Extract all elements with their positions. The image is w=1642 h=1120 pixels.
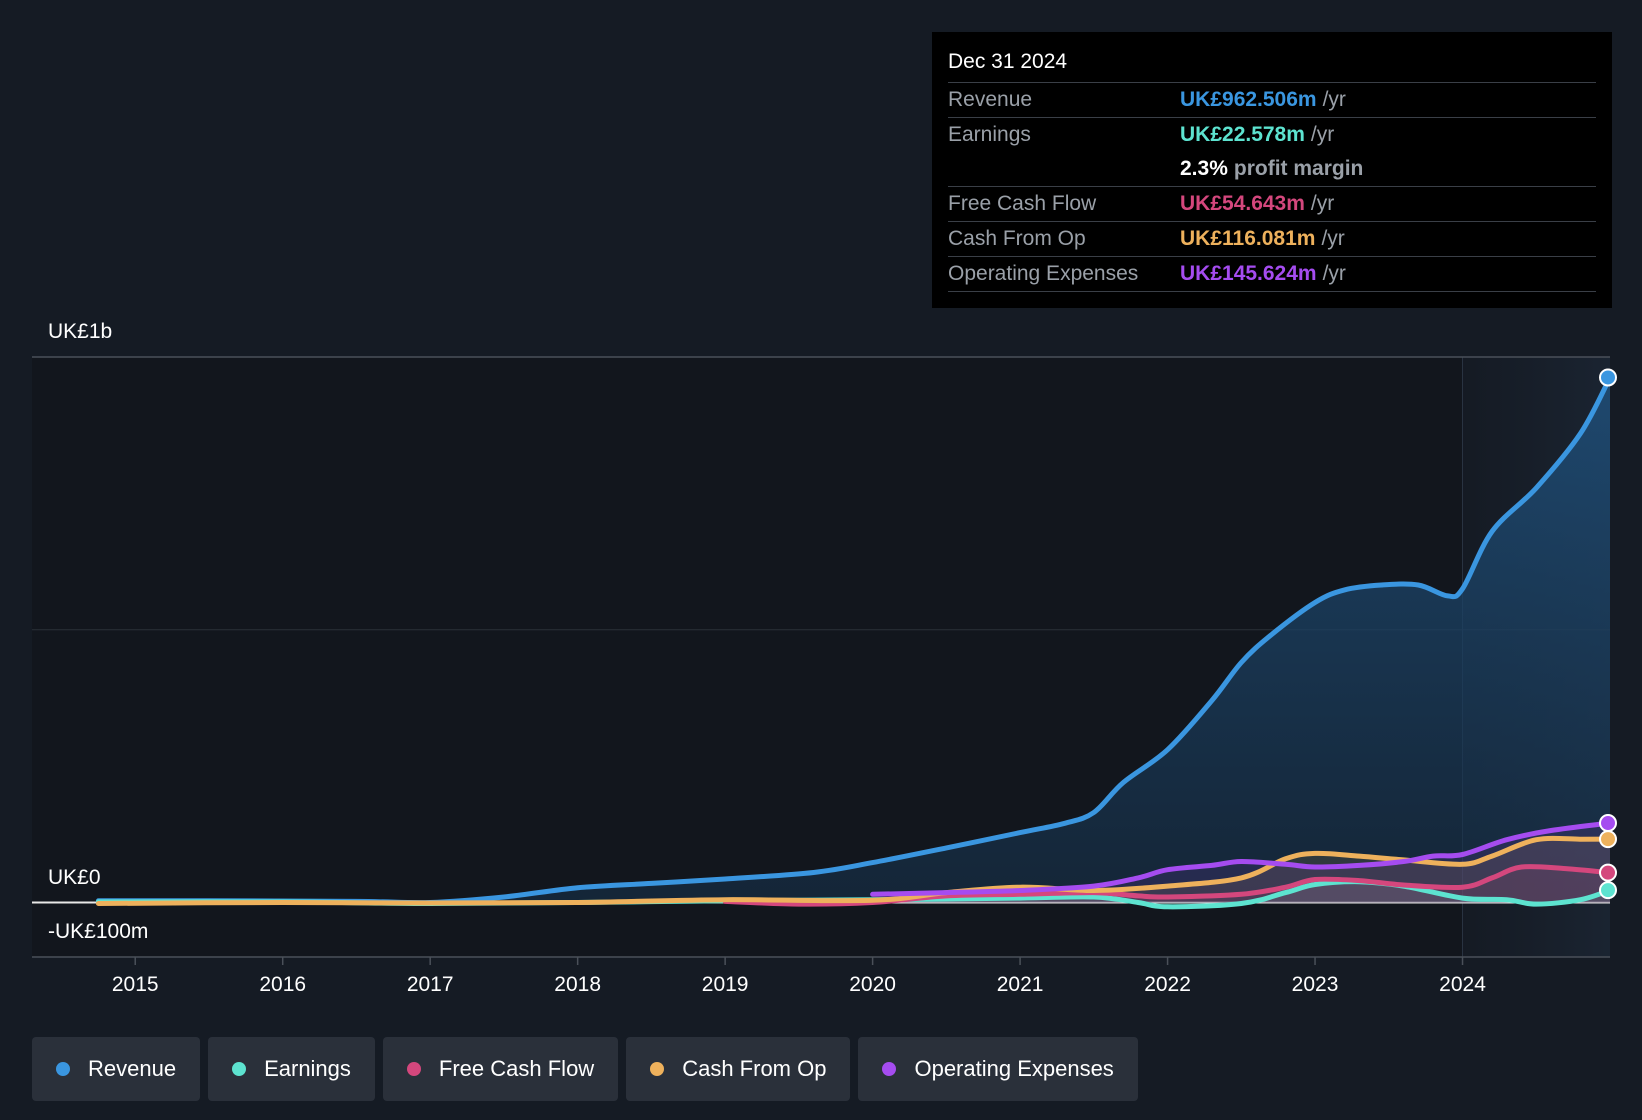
tooltip: Dec 31 2024 Revenue UK£962.506m /yr Earn… <box>932 32 1612 308</box>
endpoint-operating-expenses <box>1599 814 1617 833</box>
endpoint-revenue <box>1599 368 1617 387</box>
legend-dot-icon <box>406 1062 421 1076</box>
area-revenue <box>98 377 1610 903</box>
x-tick-label: 2022 <box>1144 973 1191 996</box>
tooltip-value: 2.3% <box>1180 157 1228 180</box>
tooltip-label: Earnings <box>948 123 1031 146</box>
tooltip-label: Revenue <box>948 88 1033 111</box>
tooltip-row-earnings: Earnings UK£22.578m /yr <box>948 118 1596 152</box>
legend-item-cash-from-op[interactable]: Cash From Op <box>626 1037 851 1101</box>
legend-item-operating-expenses[interactable]: Operating Expenses <box>858 1037 1138 1101</box>
x-tick-label: 2019 <box>702 973 749 996</box>
x-tick-label: 2021 <box>997 973 1044 996</box>
tooltip-row-margin: 2.3% profit margin <box>948 152 1596 187</box>
tooltip-value: UK£22.578m <box>1180 123 1305 146</box>
tooltip-value: UK£962.506m <box>1180 88 1317 111</box>
area-cash-from-op <box>98 838 1610 904</box>
y-label-bottom: -UK£100m <box>48 920 149 943</box>
legend-label: Earnings <box>264 1056 351 1081</box>
tooltip-unit: /yr <box>1310 192 1335 215</box>
line-operating-expenses <box>870 820 1613 897</box>
legend-item-earnings[interactable]: Earnings <box>208 1037 375 1101</box>
tooltip-label: Operating Expenses <box>948 262 1139 285</box>
chart: 2015 2016 2017 2018 2019 2020 2021 2022 2023 2024 <box>32 356 1617 996</box>
tooltip-value: UK£145.624m <box>1180 262 1317 285</box>
tooltip-row-revenue: Revenue UK£962.506m /yr <box>948 83 1596 118</box>
tooltip-unit: /yr <box>1322 262 1346 285</box>
tooltip-unit: /yr <box>1322 88 1346 111</box>
legend-dot-icon <box>232 1062 247 1076</box>
endpoint-cash-from-op <box>1599 830 1617 849</box>
legend-dot-icon <box>882 1062 897 1076</box>
tooltip-unit: /yr <box>1321 227 1345 250</box>
tooltip-label: Free Cash Flow <box>948 192 1097 215</box>
tooltip-row-cfo: Cash From Op UK£116.081m /yr <box>948 222 1596 257</box>
area-free-cash-flow <box>725 866 1610 905</box>
legend-label: Operating Expenses <box>914 1056 1114 1081</box>
tooltip-unit: /yr <box>1310 123 1335 146</box>
x-tick-label: 2023 <box>1292 973 1339 996</box>
legend-label: Cash From Op <box>682 1056 827 1081</box>
tooltip-unit: profit margin <box>1233 157 1364 180</box>
line-revenue <box>95 375 1613 906</box>
legend-dot-icon <box>56 1062 70 1076</box>
tooltip-row-fcf: Free Cash Flow UK£54.643m /yr <box>948 187 1596 222</box>
x-tick-label: 2018 <box>554 973 601 996</box>
x-tick-label: 2017 <box>407 973 454 996</box>
legend-label: Free Cash Flow <box>438 1056 595 1081</box>
x-tick-label: 2024 <box>1439 973 1486 996</box>
endpoint-free-cash-flow <box>1599 863 1617 882</box>
x-tick-label: 2016 <box>259 973 306 996</box>
tooltip-row-opex: Operating Expenses UK£145.624m /yr <box>948 257 1596 292</box>
legend-item-free-cash-flow[interactable]: Free Cash Flow <box>382 1037 619 1101</box>
x-tick-label: 2020 <box>849 973 896 996</box>
y-label-zero: UK£0 <box>48 866 101 889</box>
y-label-top: UK£1b <box>48 320 113 343</box>
legend: Revenue Earnings Free Cash Flow Cash Fro… <box>32 1037 1138 1101</box>
tooltip-label <box>948 152 1180 186</box>
legend-dot-icon <box>650 1062 665 1076</box>
endpoint-earnings <box>1599 881 1617 900</box>
legend-item-revenue[interactable]: Revenue <box>32 1037 201 1101</box>
line-cash-from-op <box>95 835 1613 906</box>
x-tick-label: 2015 <box>112 973 159 996</box>
tooltip-value: UK£54.643m <box>1180 192 1305 215</box>
tooltip-value: UK£116.081m <box>1180 227 1316 250</box>
legend-label: Revenue <box>88 1056 177 1081</box>
tooltip-date: Dec 31 2024 <box>948 46 1596 83</box>
tooltip-label: Cash From Op <box>948 227 1086 250</box>
